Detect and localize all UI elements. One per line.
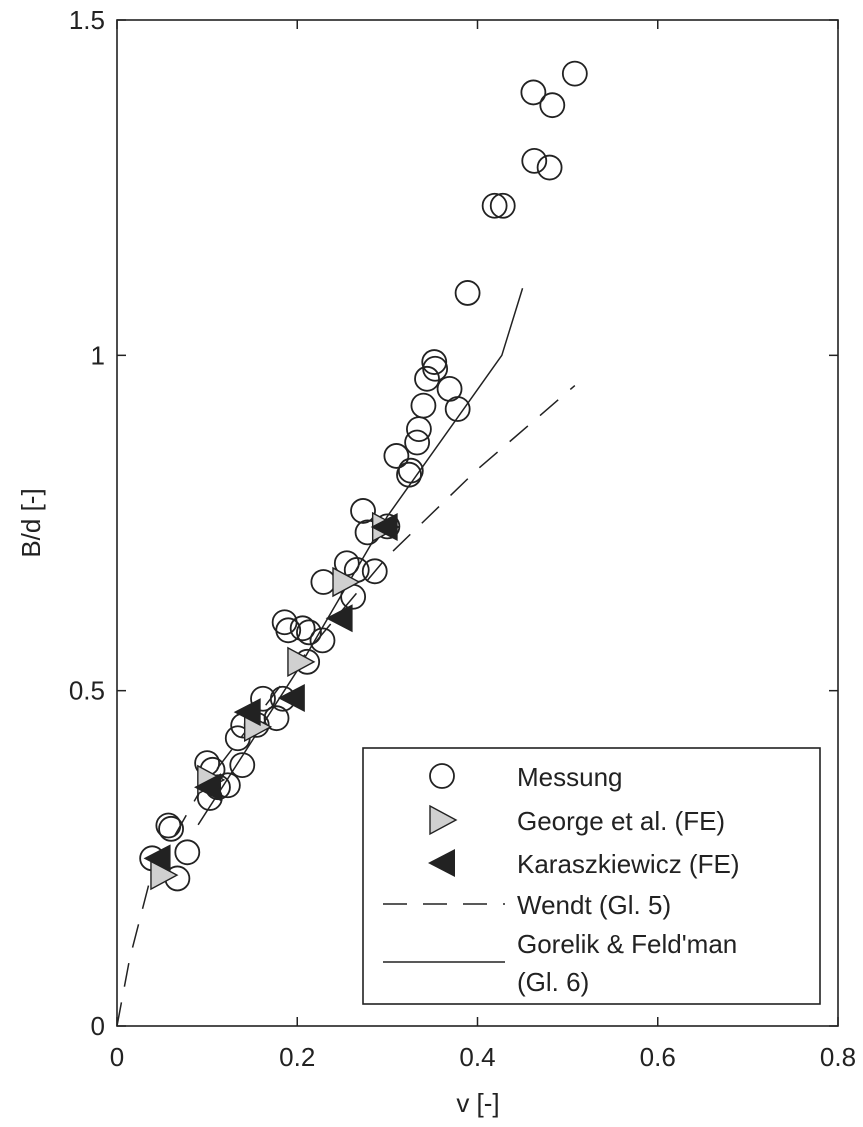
messung-point: [263, 705, 290, 732]
x-tick-label: 0.4: [459, 1042, 495, 1072]
legend-label-gorelik: Gorelik & Feld'man: [517, 929, 737, 959]
messung-point: [229, 752, 256, 779]
karaszkiewicz-point: [370, 513, 398, 542]
messung-point: [309, 627, 336, 654]
messung-point: [296, 619, 322, 646]
legend-marker-messung: [429, 763, 455, 789]
y-tick-label: 0: [91, 1011, 105, 1041]
messung-point: [158, 815, 184, 842]
legend-marker-george: [429, 804, 458, 836]
x-tick-label: 0.6: [640, 1042, 676, 1072]
messung-point: [481, 192, 508, 219]
messung-point: [521, 147, 548, 174]
x-tick-label: 0.8: [820, 1042, 856, 1072]
axis-ticks: 0 0.2 0.4 0.6 0.8 0 0.5 1 1.5: [69, 5, 856, 1072]
messung-point: [561, 60, 588, 87]
y-axis-label: B/d [-]: [16, 488, 46, 557]
legend-label-messung: Messung: [517, 762, 623, 792]
george-point: [332, 566, 361, 598]
messung-point: [444, 396, 471, 422]
legend-label-gorelik-line2: (Gl. 6): [517, 967, 589, 997]
messung-point: [410, 392, 437, 419]
messung-point: [350, 498, 376, 524]
messung-point: [536, 154, 563, 181]
messung-point: [174, 839, 201, 866]
messung-point: [421, 349, 448, 375]
x-tick-label: 0.2: [279, 1042, 315, 1072]
karaszkiewicz-point: [143, 844, 171, 873]
series-markers: [139, 60, 588, 892]
legend-label-karaszkiewicz: Karaszkiewicz (FE): [517, 849, 739, 879]
legend-label-george: George et al. (FE): [517, 806, 725, 836]
karaszkiewicz-point: [277, 684, 305, 713]
y-tick-label: 1.5: [69, 5, 105, 35]
messung-point: [404, 429, 431, 456]
messung-point: [539, 92, 566, 119]
legend-marker-karaszkiewicz: [428, 849, 455, 877]
messung-point: [289, 615, 316, 642]
messung-point: [489, 192, 516, 219]
karaszkiewicz-point: [325, 604, 353, 633]
messung-point: [250, 685, 276, 712]
messung-point: [155, 812, 182, 839]
y-tick-label: 0.5: [69, 676, 105, 706]
messung-point: [454, 280, 481, 306]
messung-point: [396, 461, 422, 488]
messung-point: [383, 443, 410, 469]
messung-point: [406, 416, 432, 443]
legend: Messung George et al. (FE) Karaszkiewicz…: [362, 747, 821, 1005]
messung-point: [361, 558, 388, 585]
x-tick-label: 0: [110, 1042, 124, 1072]
messung-point: [275, 617, 302, 644]
messung-point: [520, 79, 547, 106]
y-tick-label: 1: [91, 340, 105, 370]
messung-point: [310, 569, 337, 595]
x-axis-label: v [-]: [456, 1088, 499, 1118]
messung-point: [422, 355, 449, 382]
legend-label-wendt: Wendt (Gl. 5): [517, 890, 671, 920]
karaszkiewicz-point: [194, 773, 222, 802]
karaszkiewicz-point: [233, 698, 261, 727]
george-point: [287, 646, 316, 677]
gorelik-line: [197, 288, 524, 826]
messung-point: [414, 365, 440, 392]
messung-point: [397, 457, 424, 484]
